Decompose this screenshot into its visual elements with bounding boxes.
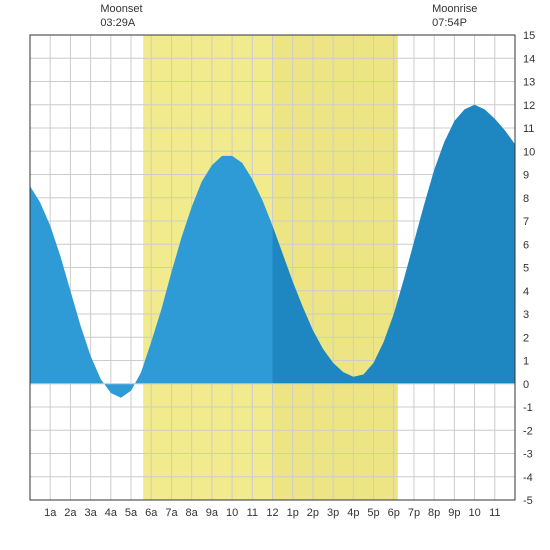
x-tick-label: 5p [367, 507, 379, 519]
x-tick-label: 12 [266, 507, 278, 519]
x-tick-label: 6p [388, 507, 400, 519]
y-tick-label: 13 [523, 77, 535, 89]
y-tick-label: -2 [523, 425, 533, 437]
moonset-time: 03:29A [100, 17, 135, 29]
y-tick-label: 7 [523, 216, 529, 228]
x-tick-label: 8p [428, 507, 440, 519]
x-tick-label: 2a [64, 507, 77, 519]
moonrise-title: Moonrise [432, 3, 477, 15]
x-tick-label: 4p [347, 507, 359, 519]
y-tick-label: -3 [523, 449, 533, 461]
x-tick-label: 4a [105, 507, 118, 519]
y-tick-label: 6 [523, 239, 529, 251]
x-tick-label: 8a [186, 507, 199, 519]
y-tick-label: 8 [523, 193, 529, 205]
x-tick-label: 1p [287, 507, 299, 519]
x-tick-label: 11 [489, 507, 500, 519]
chart-svg: 1a2a3a4a5a6a7a8a9a1011121p2p3p4p5p6p7p8p… [0, 0, 550, 550]
x-tick-label: 11 [247, 507, 258, 519]
x-tick-label: 9a [206, 507, 219, 519]
x-tick-label: 10 [226, 507, 238, 519]
y-tick-label: 9 [523, 170, 529, 182]
moonrise-time: 07:54P [432, 17, 467, 29]
x-tick-label: 7p [408, 507, 420, 519]
x-tick-label: 3p [327, 507, 339, 519]
x-tick-label: 7a [165, 507, 178, 519]
x-tick-label: 5a [125, 507, 138, 519]
x-tick-label: 1a [44, 507, 57, 519]
y-tick-label: 14 [523, 53, 535, 65]
x-tick-label: 6a [145, 507, 158, 519]
moonset-label: Moonset 03:29A [100, 2, 142, 31]
y-tick-label: 5 [523, 263, 529, 275]
moonrise-label: Moonrise 07:54P [432, 2, 477, 31]
y-tick-label: -4 [523, 472, 533, 484]
y-tick-label: 12 [523, 100, 535, 112]
x-tick-label: 9p [448, 507, 460, 519]
y-tick-label: 11 [523, 123, 534, 135]
y-tick-label: 10 [523, 146, 535, 158]
x-tick-label: 10 [468, 507, 480, 519]
y-tick-label: 1 [523, 356, 529, 368]
x-tick-label: 2p [307, 507, 319, 519]
y-tick-label: 3 [523, 309, 529, 321]
y-tick-label: 4 [523, 286, 529, 298]
x-tick-label: 3a [85, 507, 98, 519]
y-tick-label: -5 [523, 495, 533, 507]
y-tick-label: 2 [523, 332, 529, 344]
moonset-title: Moonset [100, 3, 142, 15]
y-tick-label: 15 [523, 30, 535, 42]
y-tick-label: 0 [523, 379, 529, 391]
y-tick-label: -1 [523, 402, 533, 414]
tide-chart: Moonset 03:29A Moonrise 07:54P 1a 2a 3a 4a 5… [0, 0, 550, 550]
